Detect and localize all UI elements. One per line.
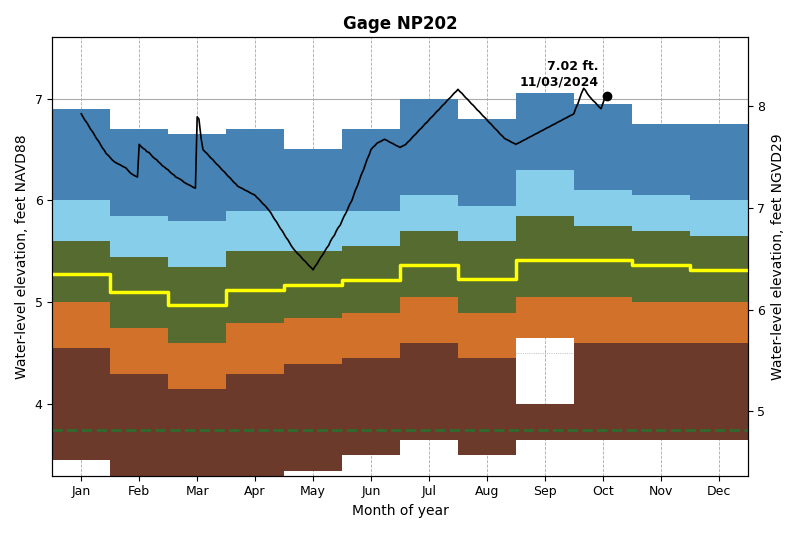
- Text: 7.02 ft.
11/03/2024: 7.02 ft. 11/03/2024: [519, 60, 598, 88]
- Y-axis label: Water-level elevation, feet NAVD88: Water-level elevation, feet NAVD88: [15, 134, 29, 379]
- X-axis label: Month of year: Month of year: [351, 504, 449, 518]
- Y-axis label: Water-level elevation, feet NGVD29: Water-level elevation, feet NGVD29: [771, 133, 785, 380]
- Title: Gage NP202: Gage NP202: [342, 15, 458, 33]
